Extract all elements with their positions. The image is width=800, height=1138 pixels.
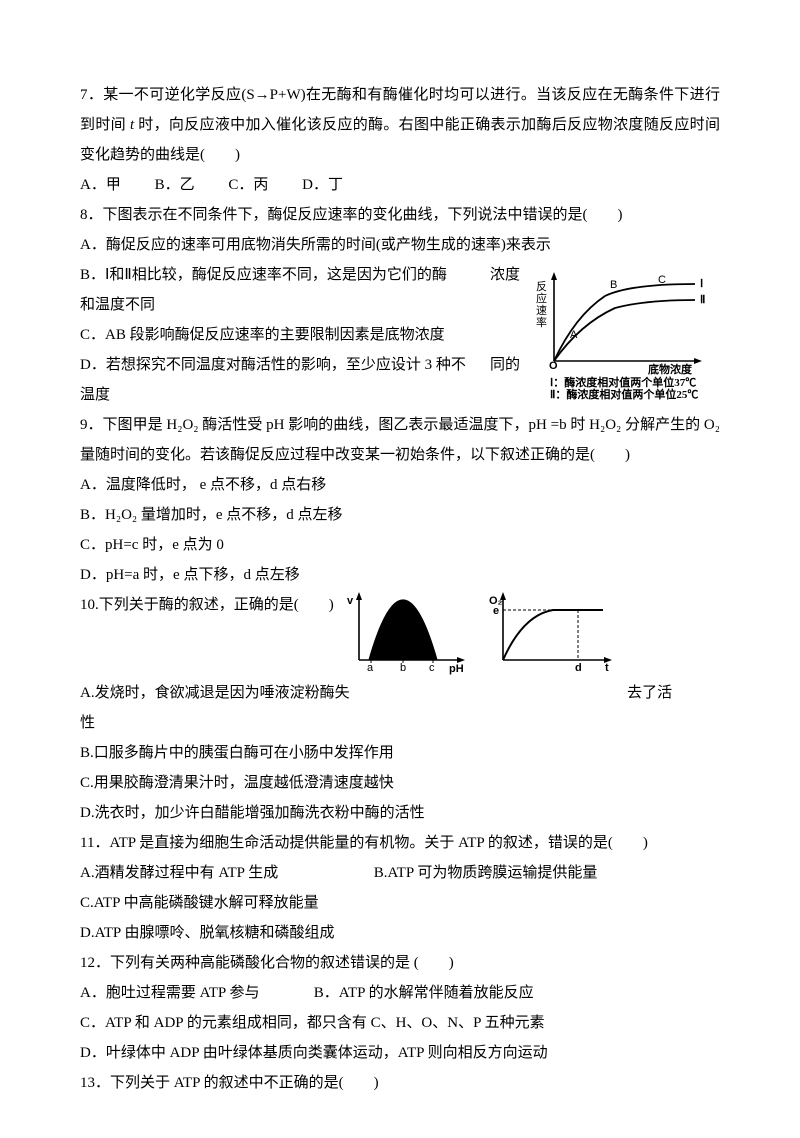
q10-chart1: v pH a b c 甲 bbox=[341, 590, 471, 678]
question-11: 11．ATP 是直接为细胞生命活动提供能量的有机物。关于 ATP 的叙述，错误的… bbox=[80, 828, 720, 948]
q10-stem: 10.下列关于酶的叙述，正确的是( ) bbox=[80, 590, 335, 620]
q10-row2: A.发烧时，食欲减退是因为唾液淀粉酶失 去了活 bbox=[80, 678, 720, 708]
q10-a-split: 去了活 bbox=[627, 685, 672, 701]
q8-label-B: B bbox=[610, 279, 617, 291]
question-12: 12．下列有关两种高能磷酸化合物的叙述错误的是 ( ) A．胞吐过程需要 ATP… bbox=[80, 948, 720, 1068]
q9-opt-b: B．H₂O₂ 量增加时，e 点不移，d 点左移 bbox=[80, 500, 720, 530]
q8-label-A: A bbox=[570, 329, 578, 341]
q8-chart-wrapper: A B C Ⅰ Ⅱ O 反 应 速 率 底物浓度 Ⅰ：酶浓度相对值两个单位37℃… bbox=[530, 266, 720, 401]
question-13: 13．下列关于 ATP 的叙述中不正确的是( ) bbox=[80, 1068, 720, 1098]
q8-label-II: Ⅱ bbox=[700, 294, 705, 306]
q10-opt-c: C.用果胶酶澄清果汁时，温度越低澄清速度越快 bbox=[80, 768, 720, 798]
q10-opt-b: B.口服多酶片中的胰蛋白酶可在小肠中发挥作用 bbox=[80, 738, 720, 768]
q10-opt-d: D.洗衣时，加少许白醋能增强加酶洗衣粉中酶的活性 bbox=[80, 798, 720, 828]
q10-c1-xl: pH bbox=[449, 663, 464, 675]
q8-b-pre: B．Ⅰ和Ⅱ相比较，酶促反应速率不同，这是因为它们的酶 bbox=[80, 267, 447, 283]
q8-b-split: 浓度 bbox=[490, 260, 520, 290]
q7-opt-c: C．丙 bbox=[228, 177, 268, 193]
q13-stem: 13．下列关于 ATP 的叙述中不正确的是( ) bbox=[80, 1068, 720, 1098]
q10-c2-e: e bbox=[493, 605, 499, 617]
q9-stem: 9．下图甲是 H₂O₂ 酶活性受 pH 影响的曲线，图乙表示最适温度下，pH =… bbox=[80, 410, 720, 470]
q9-opt-a: A．温度降低时， e 点不移，d 点右移 bbox=[80, 470, 720, 500]
q12-opt-c: C．ATP 和 ADP 的元素组成相同，都只含有 C、H、O、N、P 五种元素 bbox=[80, 1008, 720, 1038]
q8-opt-a: A．酶促反应的速率可用底物消失所需的时间(或产物生成的速率)来表示 bbox=[80, 230, 720, 260]
q11-opt-c: C.ATP 中高能磷酸键水解可释放能量 bbox=[80, 888, 720, 918]
q7-stem-b: 时，向反应液中加入催化该反应的酶。右图中能正确表示加酶后反应物浓度随反应时间变化… bbox=[80, 117, 720, 163]
q10-c1-c: c bbox=[429, 662, 435, 674]
q8-yl-4: 率 bbox=[536, 315, 547, 329]
q10-c1-yl: v bbox=[347, 595, 354, 607]
q8-stem: 8．下图表示在不同条件下，酶促反应速率的变化曲线，下列说法中错误的是( ) bbox=[80, 200, 720, 230]
question-10: 10.下列关于酶的叙述，正确的是( ) v pH a b c 甲 bbox=[80, 590, 720, 828]
q8-yl-2: 应 bbox=[536, 291, 547, 305]
q10-c2-d: d bbox=[575, 662, 582, 674]
question-9: 9．下图甲是 H₂O₂ 酶活性受 pH 影响的曲线，图乙表示最适温度下，pH =… bbox=[80, 410, 720, 590]
q11-opt-d: D.ATP 由腺嘌呤、脱氧核糖和磷酸组成 bbox=[80, 918, 720, 948]
q12-opt-a: A．胞吐过程需要 ATP 参与 bbox=[80, 978, 310, 1008]
q10-a-pre: A.发烧时，食欲减退是因为唾液淀粉酶失 bbox=[80, 685, 350, 701]
q9-opt-c: C．pH=c 时，e 点为 0 bbox=[80, 530, 720, 560]
q11-opt-b: B.ATP 可为物质跨膜运输提供能量 bbox=[374, 865, 598, 881]
q10-c1-b: b bbox=[400, 662, 406, 674]
q12-opt-b: B．ATP 的水解常伴随着放能反应 bbox=[314, 985, 534, 1001]
q11-stem: 11．ATP 是直接为细胞生命活动提供能量的有机物。关于 ATP 的叙述，错误的… bbox=[80, 828, 720, 858]
q7-options: A．甲 B．乙 C．丙 D．丁 bbox=[80, 170, 720, 200]
q7-opt-b: B．乙 bbox=[155, 177, 195, 193]
q10-c2-xl: t bbox=[605, 662, 609, 674]
q8-chart: A B C Ⅰ Ⅱ O 反 应 速 率 底物浓度 Ⅰ：酶浓度相对值两个单位37℃… bbox=[530, 266, 720, 401]
q12-stem: 12．下列有关两种高能磷酸化合物的叙述错误的是 ( ) bbox=[80, 948, 720, 978]
q8-legend1: Ⅰ：酶浓度相对值两个单位37℃ bbox=[550, 375, 696, 389]
question-7: 7．某一不可逆化学反应(S→P+W)在无酶和有酶催化时均可以进行。当该反应在无酶… bbox=[80, 80, 720, 200]
q9-opt-d: D．pH=a 时，e 点下移，d 点左移 bbox=[80, 560, 720, 590]
question-8: 8．下图表示在不同条件下，酶促反应速率的变化曲线，下列说法中错误的是( ) A．… bbox=[80, 200, 720, 410]
q11-opt-a: A.酒精发酵过程中有 ATP 生成 bbox=[80, 858, 370, 888]
q8-label-I: Ⅰ bbox=[700, 278, 703, 290]
q10-chart2: O₂ e d t 乙 bbox=[483, 590, 618, 678]
q10-c1-a: a bbox=[367, 662, 374, 674]
q10-chart2-wrapper: O₂ e d t 乙 bbox=[483, 590, 618, 678]
q8-legend2: Ⅱ：酶浓度相对值两个单位25℃ bbox=[550, 387, 698, 401]
q12-ab-row: A．胞吐过程需要 ATP 参与 B．ATP 的水解常伴随着放能反应 bbox=[80, 978, 720, 1008]
q7-opt-a: A．甲 bbox=[80, 177, 121, 193]
q8-label-C: C bbox=[658, 274, 666, 286]
q10-a-post: 性 bbox=[80, 708, 720, 738]
q7-stem: 7．某一不可逆化学反应(S→P+W)在无酶和有酶催化时均可以进行。当该反应在无酶… bbox=[80, 80, 720, 170]
q8-origin: O bbox=[549, 360, 558, 372]
q7-opt-d: D．丁 bbox=[302, 177, 343, 193]
q8-d-pre: D．若想探究不同温度对酶活性的影响，至少应设计 3 种不 bbox=[80, 357, 466, 373]
q10-chart1-wrapper: v pH a b c 甲 bbox=[341, 590, 471, 678]
q12-opt-d: D．叶绿体中 ADP 由叶绿体基质向类囊体运动，ATP 则向相反方向运动 bbox=[80, 1038, 720, 1068]
q8-d-split: 同的 bbox=[490, 350, 520, 380]
q10-row1: 10.下列关于酶的叙述，正确的是( ) v pH a b c 甲 bbox=[80, 590, 720, 678]
q8-xlabel: 底物浓度 bbox=[648, 362, 693, 376]
q8-yl-1: 反 bbox=[536, 280, 547, 293]
q11-ab-row: A.酒精发酵过程中有 ATP 生成 B.ATP 可为物质跨膜运输提供能量 bbox=[80, 858, 720, 888]
q8-yl-3: 速 bbox=[536, 304, 547, 317]
